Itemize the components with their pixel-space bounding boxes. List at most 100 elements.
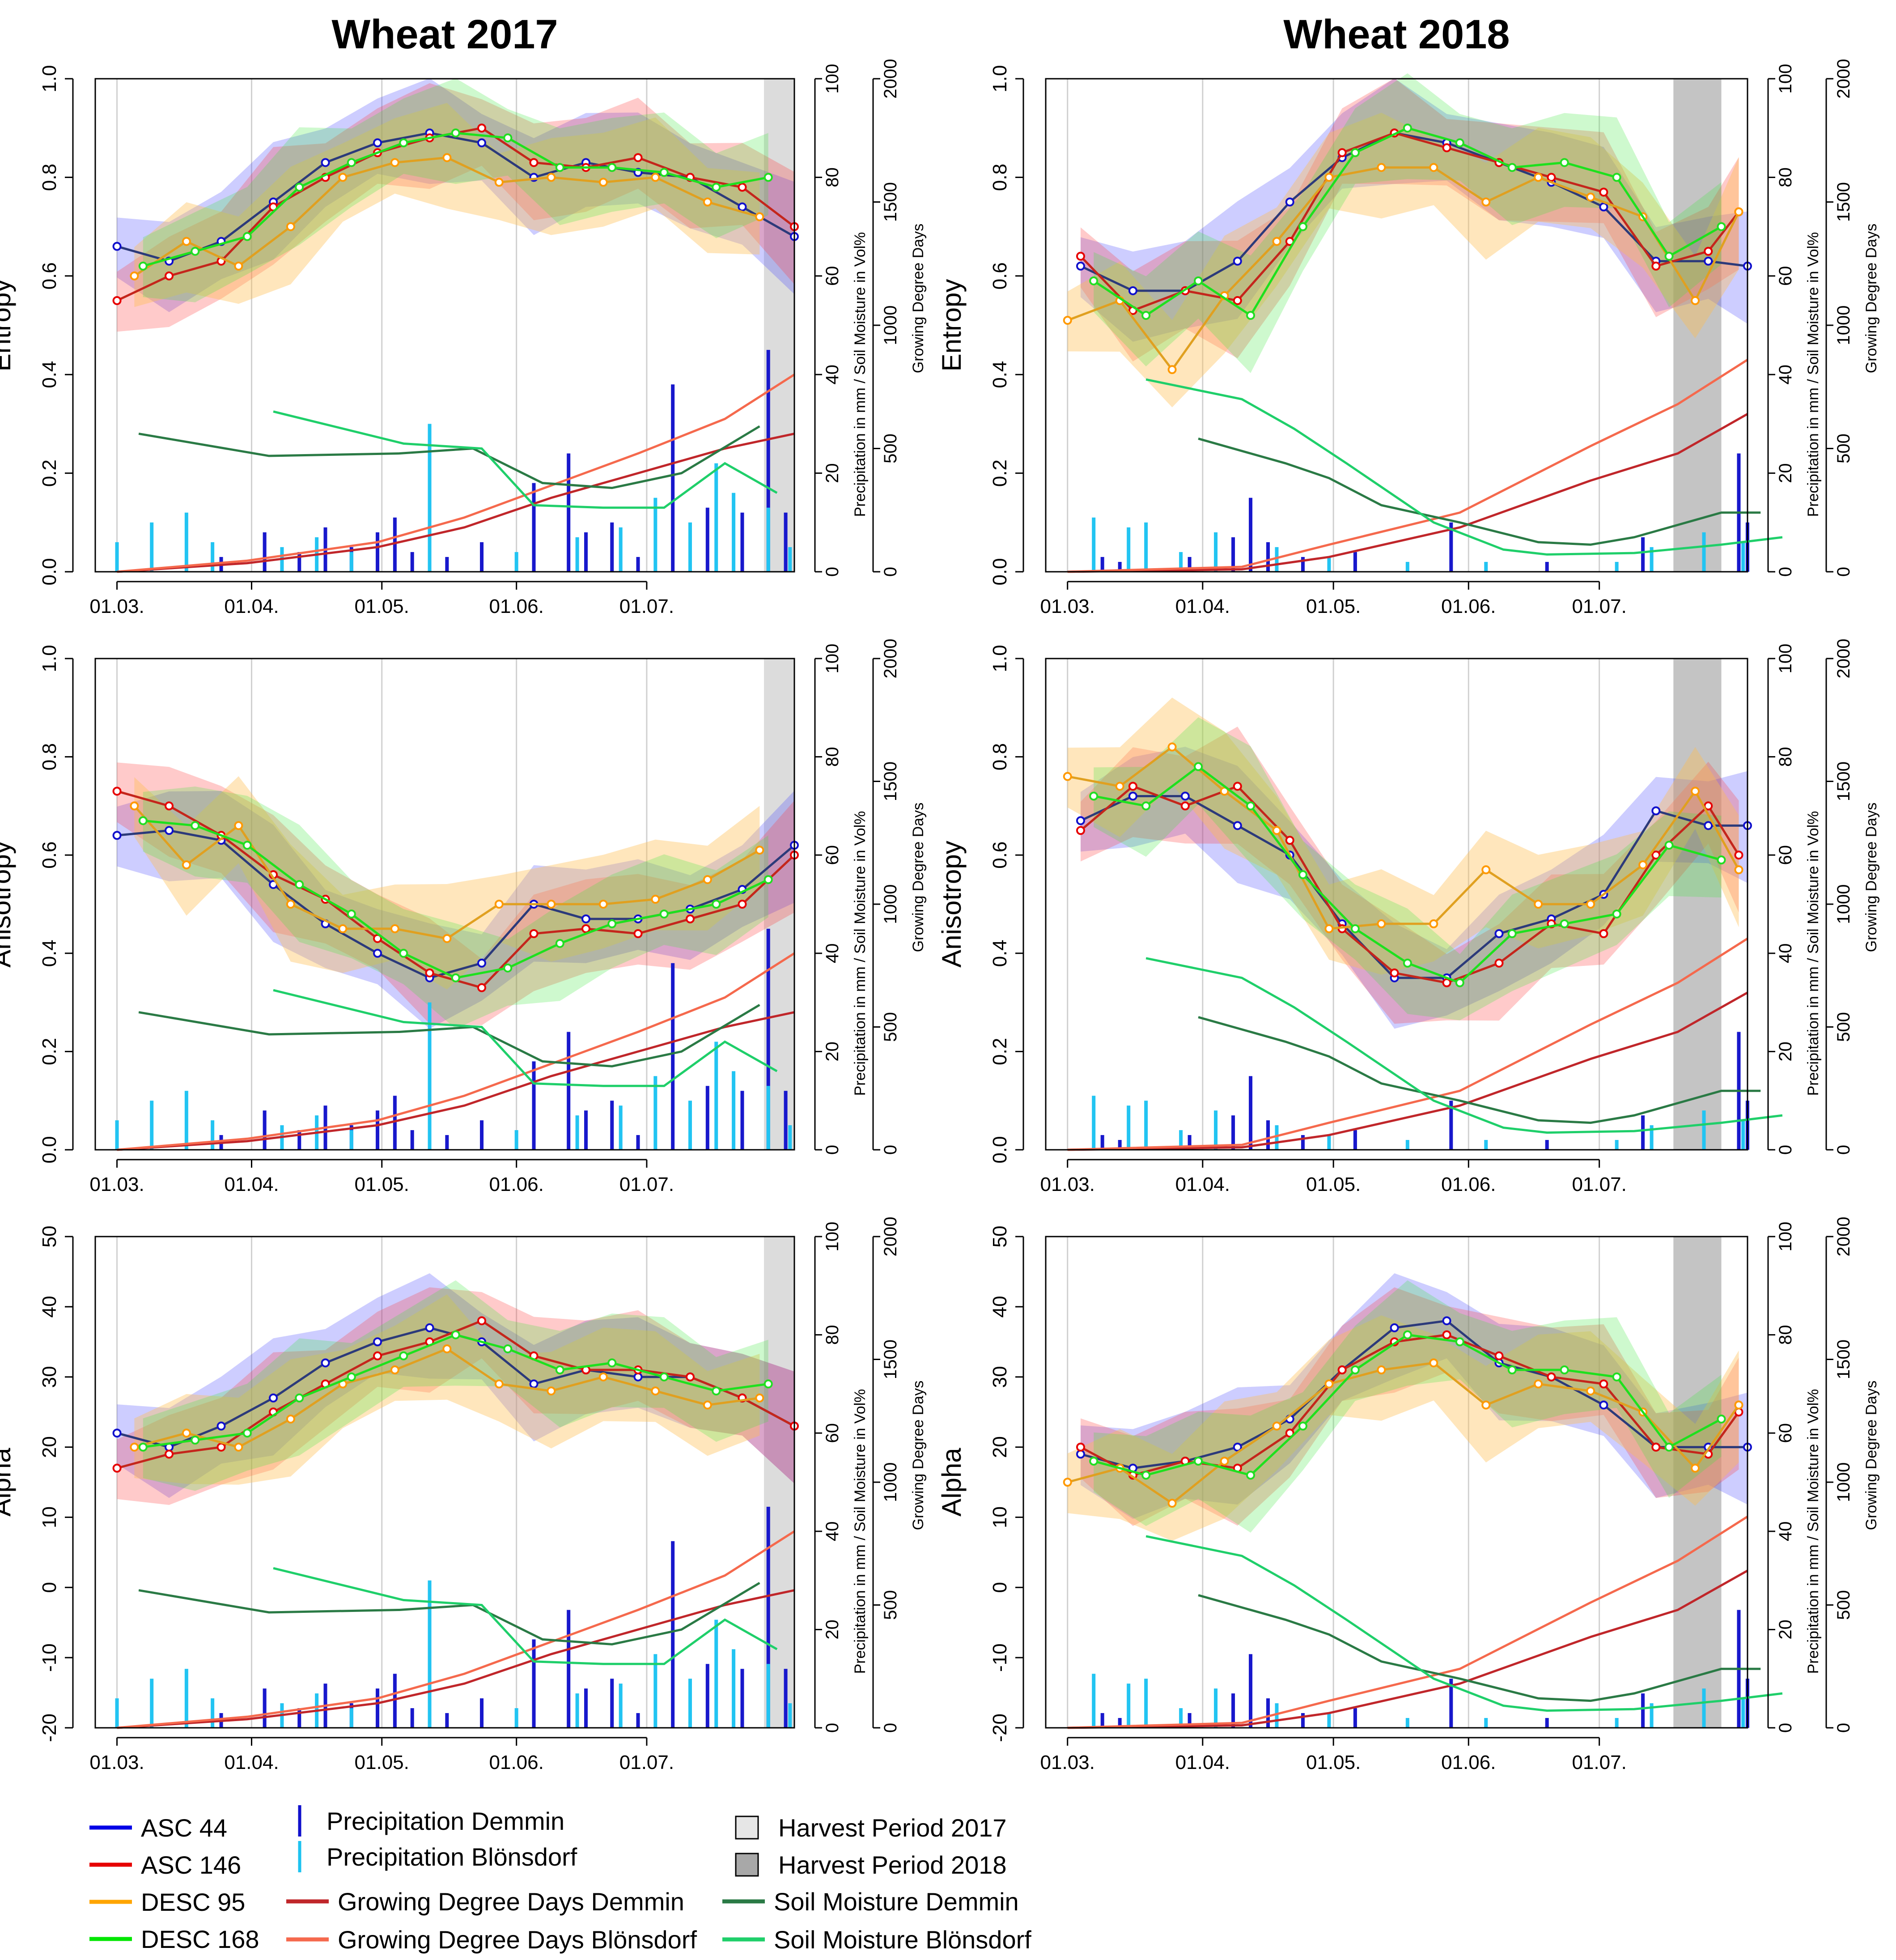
data-point: [1651, 806, 1661, 816]
data-point: [659, 168, 669, 177]
gdd-demmin-line: [1067, 413, 1748, 573]
legend-item: Soil Moisture Demmin: [722, 1888, 1019, 1916]
data-point: [712, 900, 721, 909]
data-point: [347, 1372, 356, 1382]
data-point: [1246, 1471, 1256, 1480]
plot-frame: [94, 658, 795, 1151]
data-point: [1534, 1379, 1543, 1389]
y3-tick-label: 1000: [881, 884, 900, 924]
data-point: [1298, 1421, 1307, 1431]
data-point: [547, 1386, 556, 1396]
data-point: [234, 821, 243, 830]
confidence-band: [143, 1280, 768, 1491]
data-point: [373, 948, 382, 958]
precip-blonsdorf-bar: [1405, 561, 1409, 572]
panel-title: Wheat 2018: [1283, 12, 1510, 57]
soil-blonsdorf-line: [1145, 957, 1783, 1134]
data-point: [1586, 1386, 1595, 1396]
data-point: [1089, 276, 1099, 285]
precip-blonsdorf-bar: [211, 1120, 215, 1150]
precip-blonsdorf-bar: [1127, 527, 1131, 572]
y-tick-label: 0.2: [38, 1038, 60, 1065]
y2-axis-label: Precipitation in mm / Soil Moisture in V…: [852, 811, 869, 1096]
precip-blonsdorf-bar: [184, 512, 188, 572]
precip-demmin-bar: [376, 1688, 380, 1728]
y-tick-label: 40: [38, 1296, 60, 1318]
precip-blonsdorf-bar: [1405, 1140, 1409, 1150]
data-point: [165, 801, 174, 811]
confidence-band: [1094, 717, 1722, 1020]
precip-demmin-bar: [263, 1110, 267, 1150]
chart-panel: -20 -10 0 10 20 30 40 50 Alpha 01.03. 01.04. 01.05.…: [937, 1217, 1880, 1773]
data-point: [138, 1442, 148, 1452]
precip-demmin-bar: [480, 1698, 484, 1728]
data-point: [1651, 850, 1661, 860]
data-point: [1494, 1351, 1504, 1361]
precip-demmin-bar: [1301, 557, 1305, 572]
data-point: [1141, 1471, 1151, 1480]
precip-blonsdorf-bar: [653, 1076, 657, 1150]
data-point: [1481, 1400, 1491, 1410]
gdd-demmin-line: [1067, 1569, 1748, 1729]
y3-tick-label: 0: [1834, 567, 1854, 577]
data-point: [165, 271, 174, 281]
data-point: [555, 939, 564, 948]
y-tick-label: 0: [989, 1582, 1011, 1593]
data-point: [1324, 924, 1334, 933]
precip-demmin-bar: [766, 928, 770, 1150]
y3-axis-label: Growing Degree Days: [910, 803, 927, 952]
data-point: [494, 1379, 504, 1389]
data-point: [347, 158, 356, 167]
data-point: [234, 1442, 243, 1452]
data-point: [1272, 1421, 1281, 1431]
y3-axis-label: Growing Degree Days: [1863, 803, 1880, 952]
precip-demmin-bar: [705, 1664, 709, 1728]
data-point: [130, 801, 139, 811]
gdd-blonsdorf-line: [117, 374, 795, 573]
series-line: [1080, 132, 1740, 312]
precip-demmin-bar: [567, 1610, 571, 1728]
y3-axis-label: Growing Degree Days: [1863, 1381, 1880, 1530]
y2-axis-label: Precipitation in mm / Soil Moisture in V…: [852, 232, 869, 517]
precip-demmin-bar: [410, 1130, 414, 1150]
data-point: [659, 1372, 669, 1382]
x-tick-label: 01.07.: [1572, 595, 1626, 617]
data-point: [581, 924, 591, 933]
data-point: [286, 900, 295, 909]
x-tick-label: 01.07.: [619, 1173, 674, 1195]
data-point: [1285, 836, 1294, 845]
precip-blonsdorf-bar: [732, 1071, 736, 1150]
y-tick-label: 0.0: [38, 558, 60, 585]
precip-blonsdorf-bar: [1214, 1110, 1218, 1150]
data-point: [477, 1316, 487, 1326]
y3-tick-label: 500: [1834, 434, 1854, 463]
precip-blonsdorf-bar: [115, 1120, 119, 1150]
data-point: [1233, 1442, 1242, 1452]
precip-demmin-bar: [1449, 522, 1453, 572]
data-point: [112, 787, 122, 796]
data-point: [1337, 1365, 1347, 1375]
data-point: [763, 875, 773, 884]
data-point: [1194, 1456, 1203, 1466]
data-point: [703, 197, 712, 207]
y3-axis-label: Growing Degree Days: [910, 1381, 927, 1530]
precip-blonsdorf-bar: [732, 1649, 736, 1728]
data-point: [1704, 801, 1713, 811]
data-point: [112, 296, 122, 305]
data-point: [347, 909, 356, 918]
data-point: [1651, 1442, 1661, 1452]
y-tick-label: -20: [38, 1713, 60, 1742]
precip-blonsdorf-bar: [1615, 1140, 1619, 1150]
x-tick-label: 01.07.: [1572, 1173, 1626, 1195]
gdd-blonsdorf-line: [1067, 937, 1748, 1151]
precip-blonsdorf-bar: [1275, 547, 1279, 572]
data-point: [130, 1442, 139, 1452]
data-point: [547, 900, 556, 909]
precip-demmin-bar: [445, 557, 449, 572]
data-point: [529, 1379, 539, 1389]
data-point: [1220, 1456, 1229, 1466]
data-point: [182, 860, 191, 870]
y-tick-label: -10: [989, 1643, 1011, 1672]
data-point: [295, 1393, 304, 1403]
data-point: [1350, 924, 1360, 933]
